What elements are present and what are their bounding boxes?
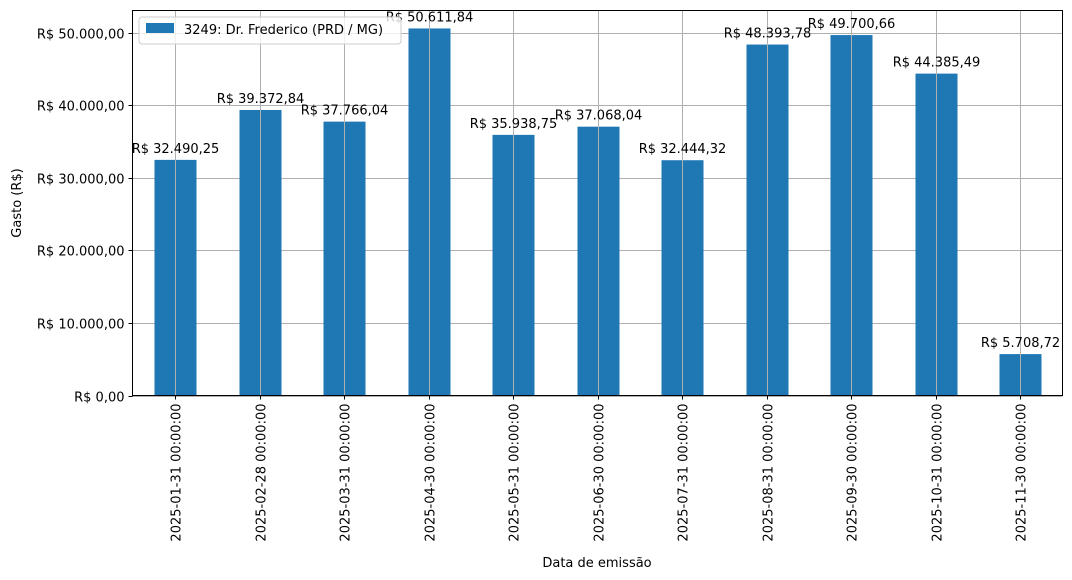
bar-value-labels: R$ 32.490,25 R$ 39.372,84R$ 37.766,04 R$ 5… bbox=[132, 10, 1060, 396]
bar-value-label: R$ 49.700,66 bbox=[808, 17, 896, 32]
legend-label: 3249: Dr. Frederico (PRD / MG) bbox=[184, 23, 383, 38]
x-axis-ticks: 2025-01-31 00:00:00 2025-02-28 00:00:00 20… bbox=[170, 395, 1030, 542]
bar-value-label: R$ 44.385,49 bbox=[893, 56, 981, 71]
x-tick-label: 2025-03-31 00:00:00 bbox=[339, 404, 354, 542]
bar-value-label: R$ 5.708,72 bbox=[981, 336, 1060, 351]
y-tick-label: R$ 10.000,00 bbox=[37, 318, 125, 333]
y-axis-ticks: R$ 0,00 R$ 10.000,00 R$ 20.000,00 R$ 30.000… bbox=[37, 28, 133, 406]
x-axis-title: Data de emissão bbox=[542, 556, 651, 571]
legend-frame bbox=[138, 16, 402, 45]
legend-swatch bbox=[146, 23, 174, 33]
y-tick-label: R$ 20.000,00 bbox=[37, 245, 125, 260]
bar-value-label: R$ 37.068,04 bbox=[555, 109, 643, 124]
x-tick-label: 2025-10-31 00:00:00 bbox=[931, 404, 946, 542]
x-tick-label: 2025-08-31 00:00:00 bbox=[762, 404, 777, 542]
bar-value-label: R$ 39.372,84 bbox=[217, 92, 305, 107]
bar-value-label: R$ 35.938,75 bbox=[470, 117, 558, 132]
x-tick-label: 2025-07-31 00:00:00 bbox=[677, 404, 692, 542]
bar-value-label: R$ 50.611,84 bbox=[386, 10, 474, 25]
x-tick-label: 2025-02-28 00:00:00 bbox=[255, 404, 270, 542]
plot-frame bbox=[132, 10, 1063, 396]
bar-value-label: R$ 32.490,25 bbox=[132, 142, 220, 157]
x-tick-label: 2025-01-31 00:00:00 bbox=[170, 404, 185, 542]
x-tick-label: 2025-05-31 00:00:00 bbox=[508, 404, 523, 542]
x-tick-label: 2025-06-30 00:00:00 bbox=[593, 404, 608, 542]
y-tick-label: R$ 30.000,00 bbox=[37, 173, 125, 188]
x-tick-label: 2025-09-30 00:00:00 bbox=[846, 404, 861, 542]
legend: 3249: Dr. Frederico (PRD / MG) bbox=[138, 16, 402, 45]
y-tick-label: R$ 50.000,00 bbox=[37, 28, 125, 43]
x-tick-label: 2025-11-30 00:00:00 bbox=[1015, 404, 1030, 542]
bar-value-label: R$ 48.393,78 bbox=[724, 27, 812, 42]
bar-value-label: R$ 37.766,04 bbox=[301, 104, 389, 119]
bar-value-label: R$ 32.444,32 bbox=[639, 142, 727, 157]
x-tick-label: 2025-04-30 00:00:00 bbox=[424, 404, 439, 542]
y-axis-title: Gasto (R$) bbox=[10, 168, 25, 237]
y-tick-label: R$ 40.000,00 bbox=[37, 100, 125, 115]
y-tick-label: R$ 0,00 bbox=[74, 391, 124, 406]
